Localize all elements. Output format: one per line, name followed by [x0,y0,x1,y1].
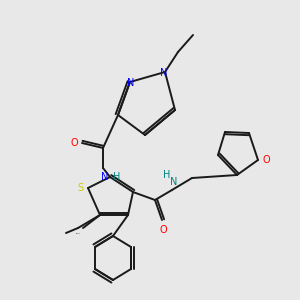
Text: N: N [101,172,109,182]
Text: N: N [127,78,135,88]
Text: methyl: methyl [76,232,80,234]
Text: S: S [77,183,83,193]
Text: H: H [113,172,121,182]
Text: O: O [159,225,167,235]
Text: N: N [170,177,178,187]
Text: O: O [70,138,78,148]
Text: N: N [160,68,168,78]
Text: O: O [262,155,270,165]
Text: H: H [163,170,171,180]
